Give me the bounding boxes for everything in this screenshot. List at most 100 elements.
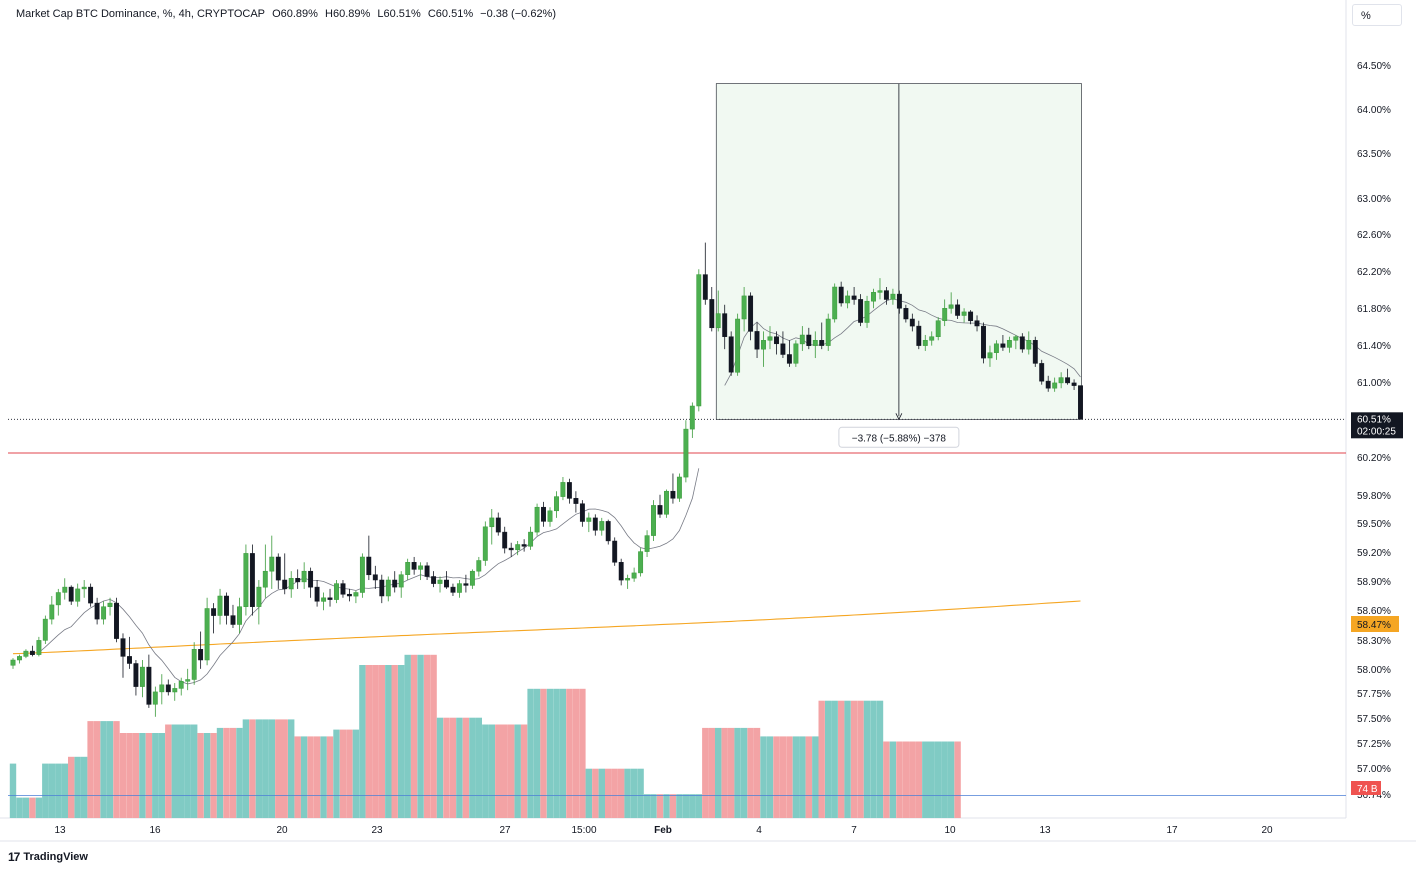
volume-bar [540,688,547,818]
candle [903,304,909,323]
volume-bar [553,688,560,818]
candle-body [638,551,644,574]
volume-bar [702,727,709,818]
candle-body [262,570,268,588]
volume-bar [22,797,30,818]
volume-bar [275,719,282,818]
volume-bar [171,724,178,818]
volume-bar [566,688,573,818]
candle [275,553,281,589]
volume-bar [436,717,444,818]
candle [657,494,663,518]
price-axis: 64.50% 64.00% 63.50% 63.00% 62.60% 62.20% 61.8… [1351,61,1403,801]
volume-bar [935,741,942,818]
volume-bar [954,741,961,818]
candle [372,565,378,589]
candle-body [780,343,786,355]
candle [353,590,359,604]
candle [204,597,210,666]
candle-body [851,295,857,300]
candle-body [961,311,967,316]
candle-body [249,553,255,607]
volume-bar [546,688,554,818]
candle-body [295,578,301,583]
volume-bar [242,719,250,818]
candle [489,509,495,545]
volume-bar [896,741,903,818]
candle [858,294,864,327]
volume-bar [184,724,191,818]
candles [10,242,1083,717]
price-axis-label: 57.75% [1357,689,1391,700]
volume-bar [61,763,68,818]
volume-bar [74,756,81,818]
candle [1000,334,1006,351]
candle-body [340,583,346,595]
candle-body [88,586,94,604]
percent-scale-button[interactable]: % [1352,4,1402,26]
candle-body [456,583,462,593]
candle [340,580,346,598]
volume-bar [443,717,450,818]
candle [774,331,779,355]
measure-label-box [838,426,960,448]
volume-bar [495,724,502,818]
volume-bar [689,794,696,818]
volume-bar [262,719,269,818]
candle-body [631,572,637,579]
tradingview-logo[interactable]: 17 TradingView [8,850,88,864]
volume-bar [928,741,935,818]
candle-body [722,313,728,337]
candle-body [793,343,799,364]
volume-bar [449,717,457,818]
volume-bar [889,741,897,818]
candle-body [670,490,676,499]
candle [288,571,294,598]
candle [68,585,74,605]
ma-badge-value: 58.47% [1357,620,1391,631]
candle [120,633,126,678]
volume-bar [385,665,392,818]
time-axis-label: 27 [499,825,511,836]
candle-body [256,586,262,607]
volume-bar [333,729,340,818]
candle-body [968,311,974,322]
volume-bar [462,717,470,818]
time-axis-label: Feb [654,825,672,836]
candle-body [172,688,178,693]
volume-bar [113,721,120,818]
candle-body [605,521,611,542]
candle [780,331,786,359]
volume-bar [708,727,715,818]
volume-badge-bg [1351,781,1381,795]
volume-bar [100,721,107,818]
candle [508,542,514,557]
candle-body [482,526,488,561]
chart-legend: Market Cap BTC Dominance, %, 4h, CRYPTOC… [16,8,560,20]
candle [36,636,42,657]
candle [146,654,152,708]
candle-body [612,540,618,563]
volume-bar [592,768,599,818]
candle [224,592,229,625]
candle-body [890,293,896,300]
candle-body [554,496,559,512]
candle [935,317,941,341]
current-price-badge: 60.51%02:00:25 [1351,412,1403,439]
short-ma-line [38,468,700,685]
candle-body [476,560,482,572]
candle-body [133,663,139,687]
symbol-title: Market Cap BTC Dominance, %, 4h, CRYPTOC… [16,8,266,20]
candle [437,576,443,593]
volume-bar [799,736,806,818]
volume-bar [850,700,858,818]
candle [1006,336,1012,353]
candle [1032,336,1038,367]
candle-body [314,586,320,602]
volume-bar [469,717,476,818]
volume-bar [715,727,722,818]
candle-body [599,521,605,531]
volume-bar [359,665,366,818]
